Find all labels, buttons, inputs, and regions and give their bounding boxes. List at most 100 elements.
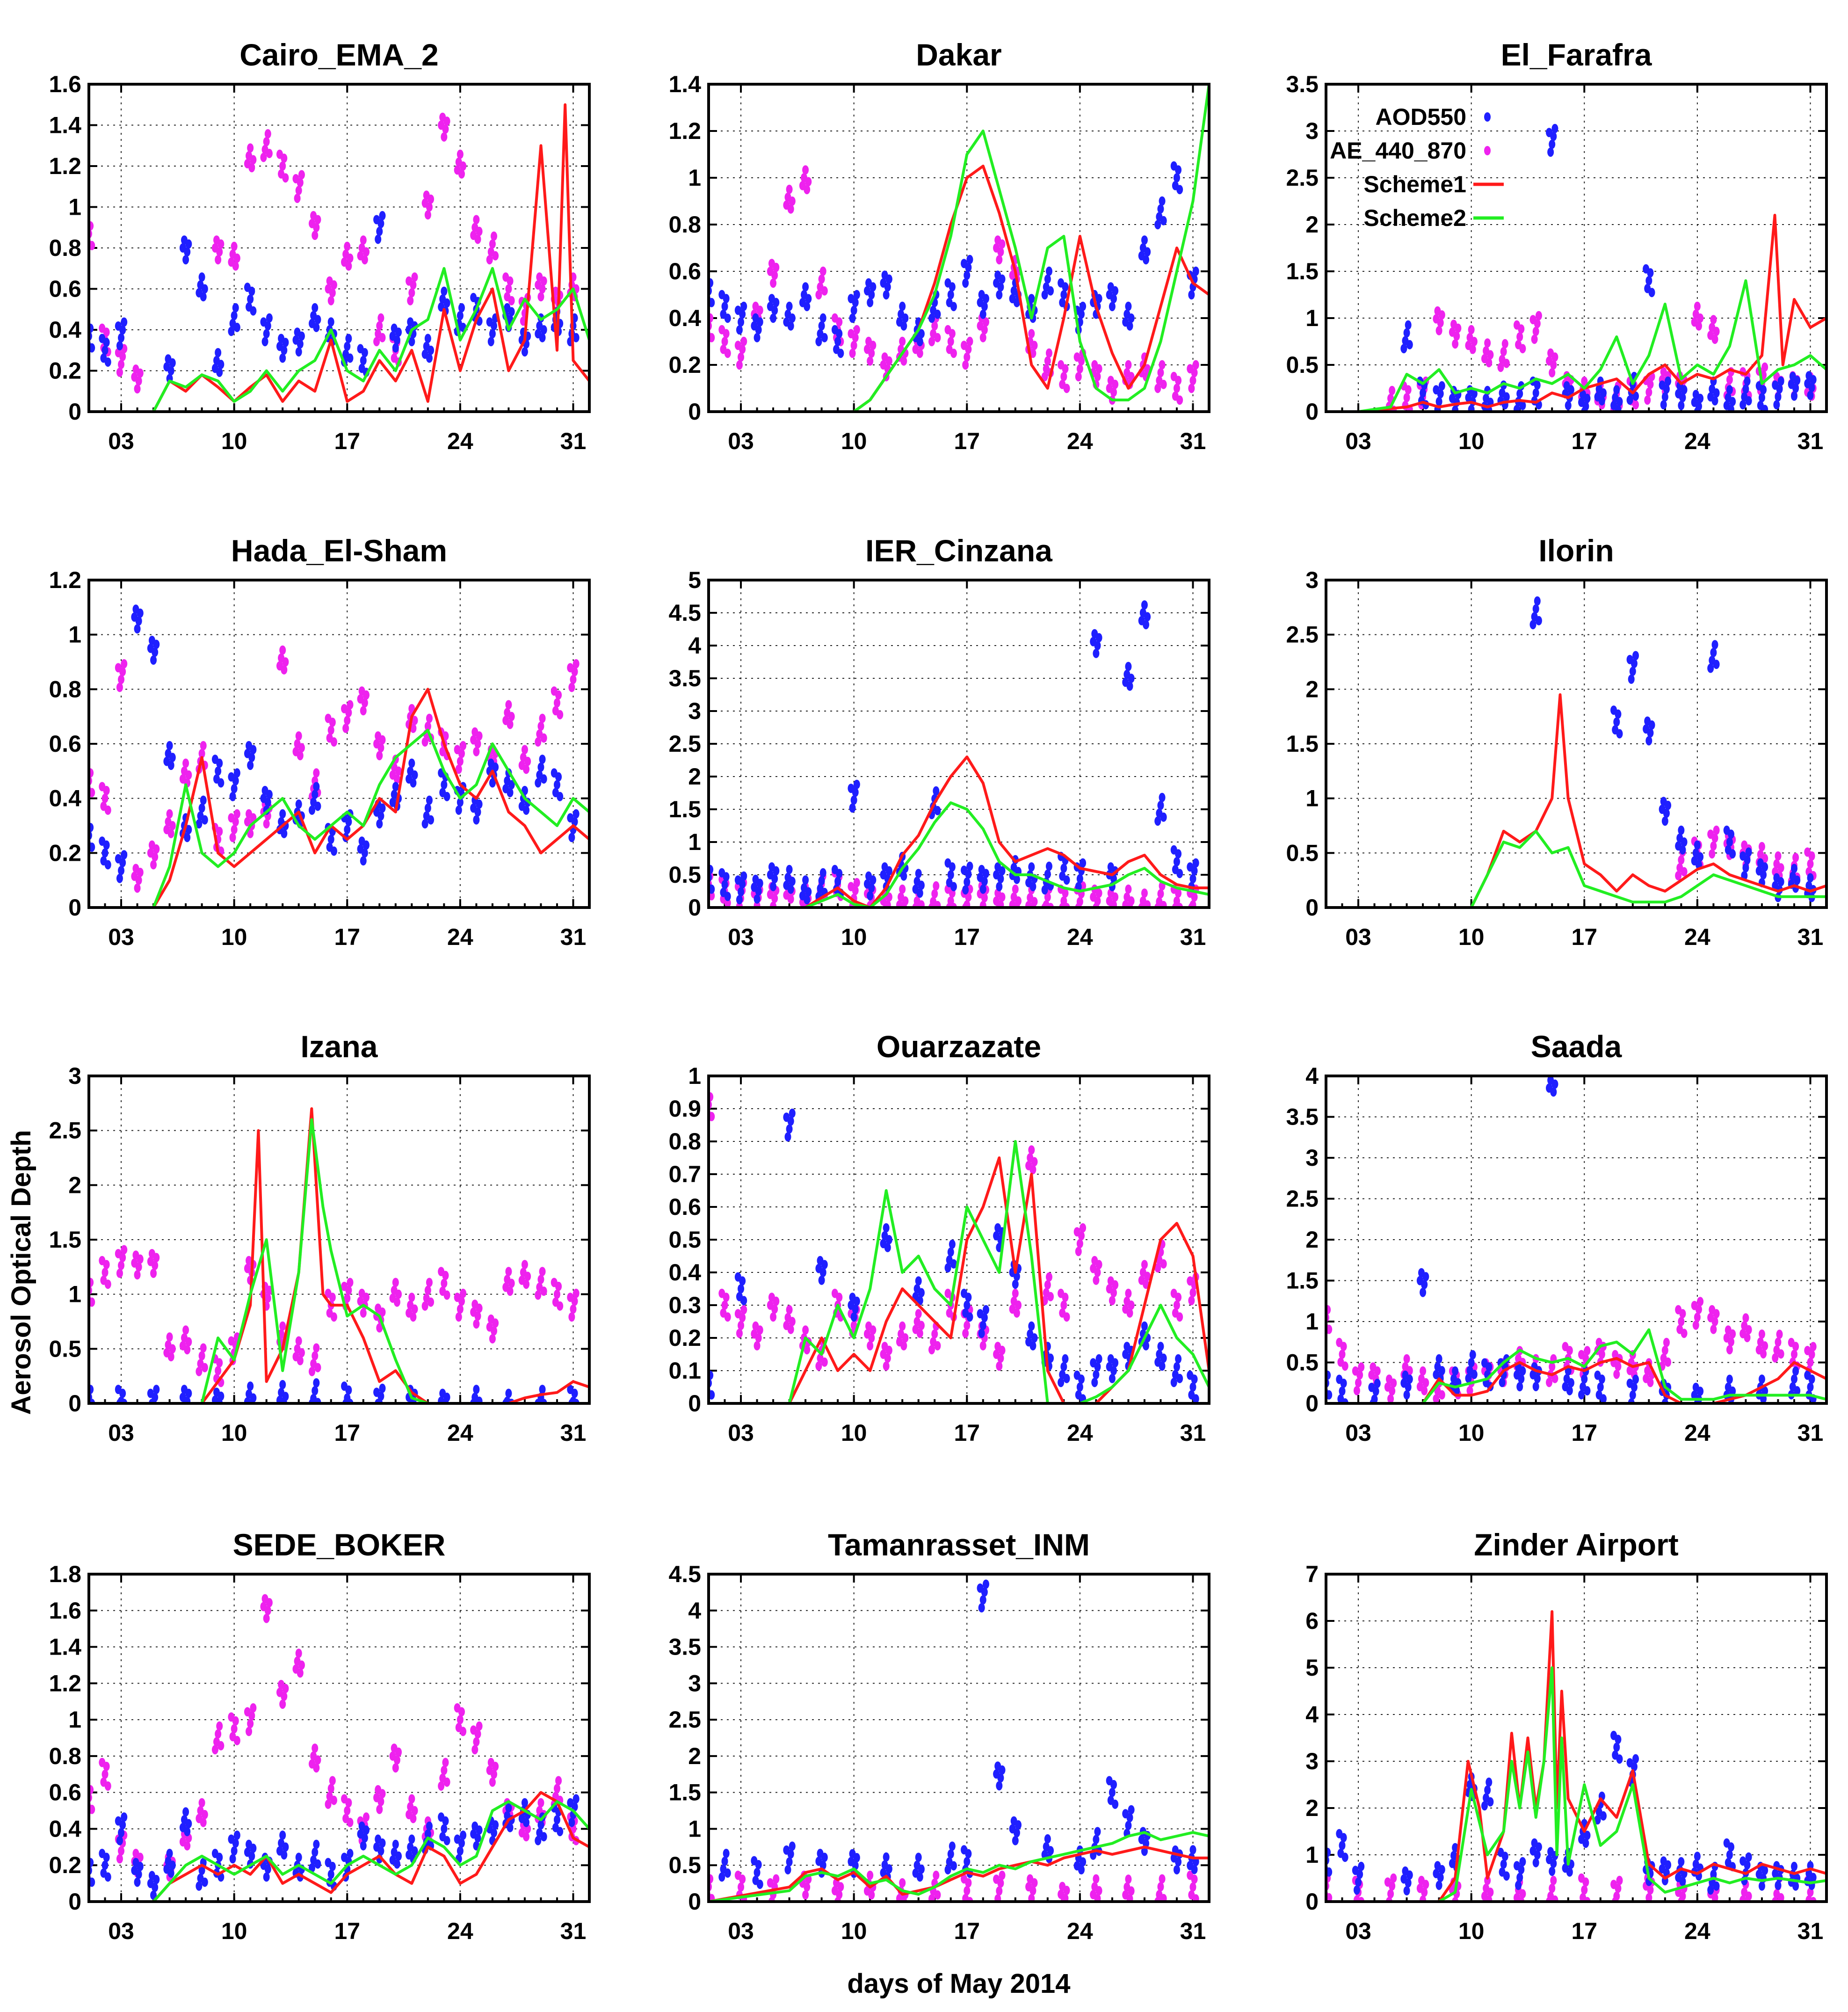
data-point <box>361 255 368 265</box>
data-point <box>312 303 319 312</box>
data-point <box>1063 1312 1070 1322</box>
data-point <box>443 1777 450 1787</box>
data-point <box>1550 360 1557 370</box>
data-point <box>997 1773 1004 1783</box>
data-point <box>1028 294 1035 304</box>
data-point <box>819 313 826 323</box>
plot-frame <box>87 579 591 909</box>
data-point <box>1438 381 1445 391</box>
x-tick-label: 24 <box>1684 1420 1710 1446</box>
data-point <box>1125 360 1132 370</box>
data-point <box>1481 1801 1488 1811</box>
y-tick-label: 0 <box>688 399 701 425</box>
data-point <box>787 894 794 904</box>
data-point <box>116 1268 123 1278</box>
data-point <box>460 1830 467 1840</box>
data-point <box>997 874 1004 884</box>
data-point <box>250 1703 257 1713</box>
plot-area <box>1358 123 1826 412</box>
data-point <box>539 1267 546 1277</box>
data-point <box>1188 290 1195 300</box>
y-tick-label: 2.5 <box>1286 165 1319 191</box>
data-point <box>982 1579 989 1589</box>
data-point <box>1616 1754 1623 1764</box>
data-point <box>819 1268 826 1277</box>
data-point <box>1513 405 1520 412</box>
data-point <box>248 286 255 296</box>
y-tick-label: 0.5 <box>1286 352 1319 378</box>
data-point <box>1758 1881 1765 1891</box>
data-point <box>805 177 812 187</box>
y-tick-label: 3 <box>688 698 701 724</box>
data-point <box>1437 389 1444 399</box>
data-point <box>1422 1272 1429 1282</box>
data-point <box>426 1278 433 1287</box>
data-point <box>934 333 941 342</box>
data-point <box>1176 1312 1183 1322</box>
data-point <box>557 710 564 719</box>
data-point <box>232 261 239 271</box>
data-point <box>965 1849 972 1859</box>
series-line-scheme1 <box>741 1156 1209 1403</box>
data-point <box>167 366 174 376</box>
data-point <box>1062 1293 1069 1302</box>
data-point <box>1469 344 1476 354</box>
data-point <box>997 282 1004 292</box>
data-point <box>282 173 289 183</box>
data-point <box>918 900 925 908</box>
data-point <box>392 343 399 353</box>
data-point <box>1790 1861 1797 1871</box>
data-point <box>508 307 515 317</box>
data-point <box>457 756 464 766</box>
data-point <box>1681 837 1688 847</box>
data-point <box>1438 1865 1445 1874</box>
data-point <box>1661 1345 1668 1355</box>
data-point <box>1665 800 1672 810</box>
data-point <box>1128 1886 1135 1896</box>
y-tick-label: 2 <box>1305 1227 1319 1253</box>
data-point <box>476 1825 483 1835</box>
data-point <box>1095 1260 1102 1270</box>
data-point <box>1421 1888 1428 1897</box>
data-point <box>1549 1883 1556 1893</box>
y-tick-label: 0.1 <box>668 1358 701 1384</box>
data-point <box>721 1856 728 1866</box>
data-point <box>540 1286 547 1296</box>
data-point <box>1566 1867 1573 1877</box>
data-point <box>196 1366 203 1376</box>
data-point <box>347 253 354 263</box>
series-line-scheme2 <box>1358 279 1826 412</box>
data-point <box>964 1886 971 1896</box>
data-point <box>232 817 239 827</box>
data-point <box>200 1817 207 1827</box>
data-point <box>947 870 954 879</box>
data-point <box>740 1296 747 1306</box>
x-tick-label: 31 <box>560 924 587 950</box>
data-point <box>426 713 433 723</box>
data-point <box>884 282 891 292</box>
y-tick-label: 0.7 <box>668 1161 701 1187</box>
plot-area <box>89 103 589 412</box>
data-point <box>1484 1785 1491 1795</box>
data-point <box>740 336 747 346</box>
data-point <box>473 1737 480 1747</box>
data-point <box>1566 1345 1573 1355</box>
data-point <box>392 1839 399 1849</box>
data-point <box>1387 1889 1394 1899</box>
data-point <box>1776 1329 1783 1339</box>
data-point <box>999 239 1006 249</box>
data-point <box>408 337 415 347</box>
data-point <box>458 1707 465 1717</box>
data-point <box>1128 674 1135 683</box>
data-point <box>1565 400 1572 410</box>
data-point <box>266 313 273 323</box>
data-point <box>1584 1386 1591 1396</box>
data-point <box>313 322 320 332</box>
data-point <box>537 292 544 302</box>
data-point <box>1143 620 1150 630</box>
data-point <box>979 1595 986 1605</box>
data-point <box>89 842 95 852</box>
data-point <box>1389 1386 1396 1396</box>
